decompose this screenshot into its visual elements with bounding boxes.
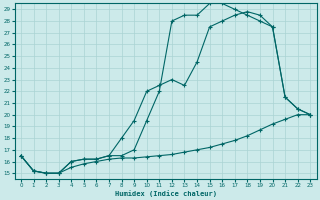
X-axis label: Humidex (Indice chaleur): Humidex (Indice chaleur) xyxy=(115,190,217,197)
